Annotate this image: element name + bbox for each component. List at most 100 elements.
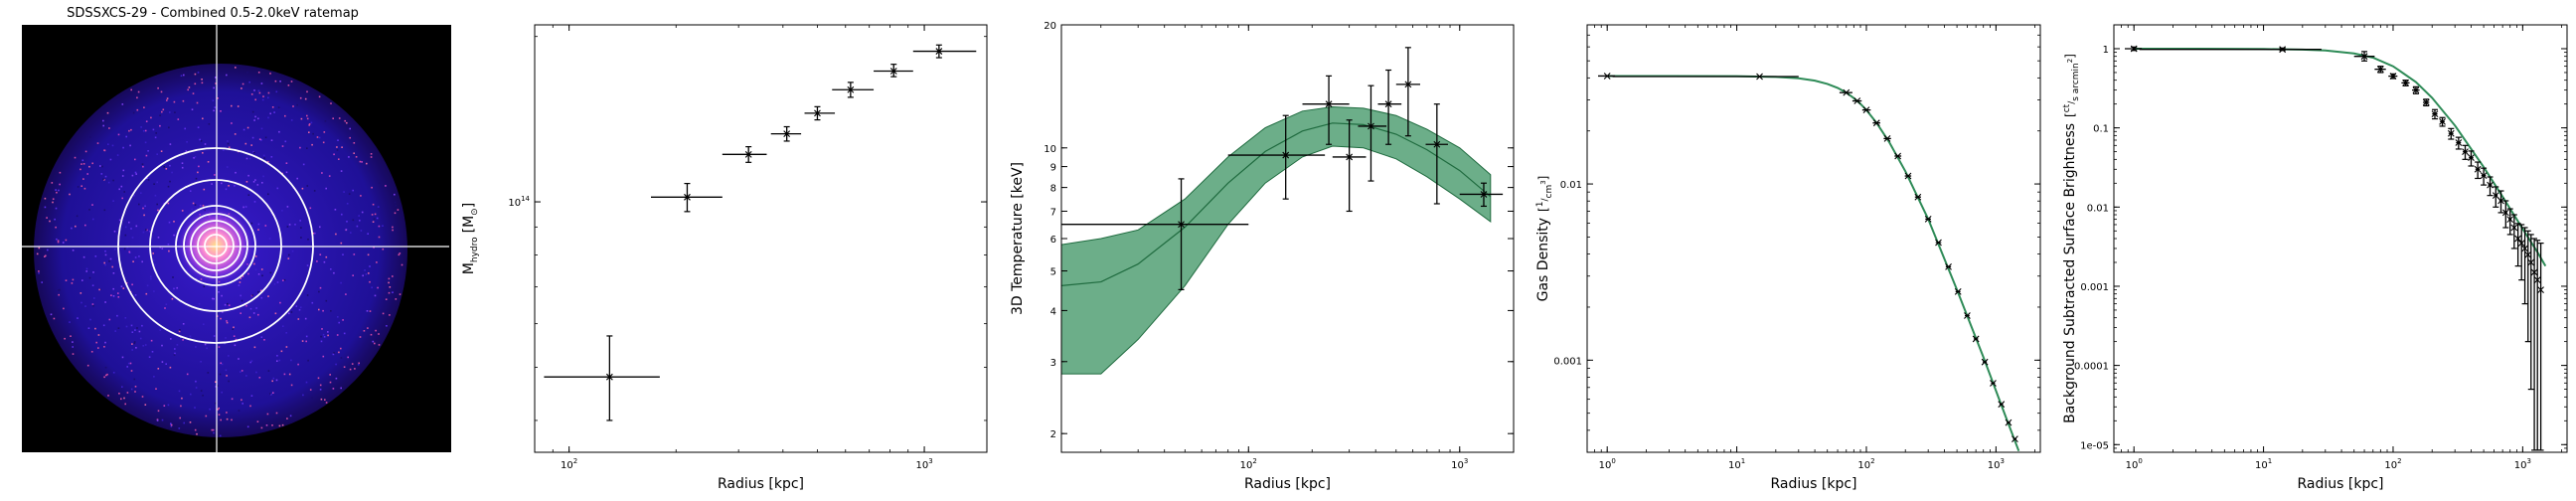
ratemap-speckle (91, 303, 94, 305)
ratemap-speckle (172, 276, 174, 278)
ratemap-speckle (217, 409, 220, 411)
ratemap-speckle (131, 174, 134, 177)
ratemap-speckle (270, 156, 273, 158)
ratemap-speckle (342, 319, 344, 321)
ratemap-speckle (287, 84, 290, 86)
ratemap-speckle (341, 146, 343, 148)
ratemap-speckle (145, 292, 148, 295)
ratemap-title: SDSSXCS-29 - Combined 0.5-2.0keV ratemap (67, 6, 359, 21)
data-point (2422, 98, 2430, 107)
ratemap-speckle (147, 150, 149, 152)
ratemap-speckle (332, 388, 335, 390)
ratemap-speckle (107, 181, 110, 184)
ratemap-speckle (247, 174, 249, 177)
ratemap-speckle (316, 136, 319, 138)
ratemap-speckle (283, 278, 286, 281)
ratemap-speckle (150, 339, 153, 342)
ratemap-speckle (147, 179, 150, 181)
ratemap-speckle (377, 286, 379, 289)
point-marker (2389, 73, 2397, 80)
ratemap-speckle (124, 226, 127, 229)
ratemap-speckle (353, 253, 356, 255)
ratemap-speckle (306, 90, 308, 93)
ratemap-speckle (118, 188, 120, 191)
ratemap-speckle (85, 267, 88, 270)
data-point (722, 145, 767, 163)
ratemap-speckle (225, 337, 227, 339)
point-marker (2524, 250, 2532, 258)
ratemap-speckle (162, 108, 165, 111)
ratemap-speckle (58, 289, 60, 291)
ratemap-speckle (156, 419, 159, 421)
ratemap-speckle (370, 156, 373, 158)
ratemap-speckle (218, 407, 220, 410)
ratemap-speckle (112, 272, 115, 274)
ratemap-speckle (99, 165, 101, 167)
ratemap-speckle (285, 162, 288, 164)
ratemap-speckle (330, 268, 332, 270)
ratemap-speckle (217, 385, 219, 387)
y-tick-label: 0.0001 (2074, 362, 2109, 373)
ratemap-speckle (63, 307, 65, 310)
point-marker (1603, 73, 1611, 80)
ratemap-speckle (122, 146, 124, 149)
ratemap-speckle (182, 339, 184, 341)
ratemap-speckle (273, 111, 275, 113)
ratemap-speckle (140, 192, 142, 194)
data-point (770, 125, 802, 142)
ratemap-speckle (105, 374, 107, 377)
y-tick-label: 0.01 (2087, 203, 2109, 214)
ratemap-speckle (112, 295, 115, 297)
ratemap-speckle (226, 412, 228, 414)
ratemap-speckle (248, 81, 250, 84)
y-tick-label: 6 (1050, 235, 1056, 246)
ratemap-speckle (333, 153, 335, 156)
ratemap-speckle (170, 422, 172, 425)
ratemap-speckle (181, 162, 184, 164)
point-marker (2439, 117, 2446, 125)
ratemap-speckle (276, 187, 279, 190)
ratemap-speckle (359, 336, 362, 338)
ratemap-speckle (233, 335, 236, 337)
ratemap-speckle (323, 131, 326, 133)
ratemap-speckle (85, 270, 87, 272)
ratemap-speckle (355, 156, 358, 158)
ratemap-speckle (323, 336, 326, 338)
ratemap-speckle (276, 355, 278, 357)
ratemap-speckle (327, 334, 329, 337)
ratemap-speckle (86, 173, 88, 175)
ratemap-speckle (324, 120, 327, 122)
ratemap-speckle (360, 195, 362, 197)
ratemap-speckle (231, 398, 234, 401)
ratemap-speckle (332, 353, 335, 356)
ratemap-speckle (205, 415, 208, 418)
point-marker (1894, 152, 1902, 160)
ratemap-speckle (88, 165, 90, 168)
ratemap-speckle (72, 250, 75, 251)
ratemap-speckle (52, 201, 54, 204)
ratemap-speckle (64, 337, 66, 340)
ratemap-speckle (336, 149, 339, 151)
ratemap-speckle (347, 356, 349, 359)
ratemap-speckle (267, 193, 269, 196)
ratemap-speckle (140, 126, 142, 128)
ratemap-speckle (242, 128, 245, 131)
ratemap-speckle (220, 317, 222, 320)
ratemap-speckle (320, 398, 323, 401)
point-marker (2514, 235, 2522, 243)
ratemap-speckle (167, 404, 170, 407)
ratemap-speckle (283, 373, 286, 376)
ratemap-speckle (89, 318, 91, 321)
ratemap-speckle (249, 157, 251, 160)
x-tick-label: 103 (2514, 457, 2531, 471)
ratemap-speckle (256, 420, 259, 422)
ratemap-speckle (83, 187, 86, 190)
ratemap-speckle (45, 254, 47, 257)
x-tick-label: 102 (561, 457, 577, 471)
ratemap-speckle (372, 221, 375, 223)
ratemap-speckle (356, 225, 359, 228)
point-marker (783, 130, 791, 138)
ratemap-speckle (135, 347, 137, 349)
ratemap-speckle (324, 399, 326, 401)
point-marker (2005, 418, 2012, 426)
